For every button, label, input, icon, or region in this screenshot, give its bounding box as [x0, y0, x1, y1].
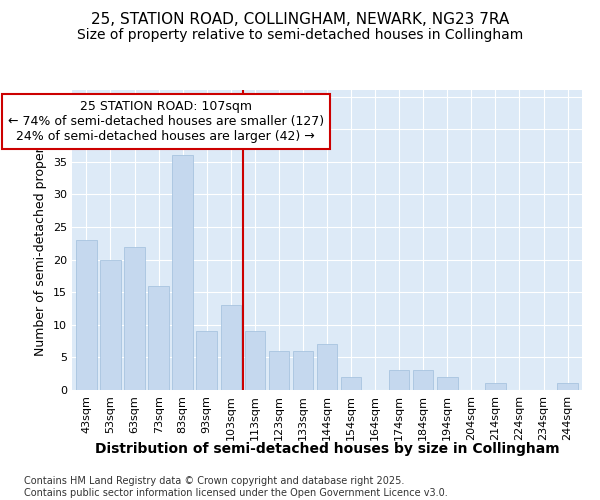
Bar — [196, 332, 217, 390]
Bar — [76, 240, 97, 390]
Bar — [172, 155, 193, 390]
Text: Contains HM Land Registry data © Crown copyright and database right 2025.
Contai: Contains HM Land Registry data © Crown c… — [24, 476, 448, 498]
Bar — [293, 351, 313, 390]
Bar — [100, 260, 121, 390]
Bar — [413, 370, 433, 390]
Bar — [269, 351, 289, 390]
Bar — [389, 370, 409, 390]
Bar — [341, 377, 361, 390]
Bar — [317, 344, 337, 390]
Bar — [557, 384, 578, 390]
Text: Size of property relative to semi-detached houses in Collingham: Size of property relative to semi-detach… — [77, 28, 523, 42]
Bar — [124, 246, 145, 390]
Text: 25 STATION ROAD: 107sqm
← 74% of semi-detached houses are smaller (127)
24% of s: 25 STATION ROAD: 107sqm ← 74% of semi-de… — [8, 100, 324, 143]
Bar — [245, 332, 265, 390]
Text: Distribution of semi-detached houses by size in Collingham: Distribution of semi-detached houses by … — [95, 442, 559, 456]
Bar — [437, 377, 458, 390]
Bar — [148, 286, 169, 390]
Text: 25, STATION ROAD, COLLINGHAM, NEWARK, NG23 7RA: 25, STATION ROAD, COLLINGHAM, NEWARK, NG… — [91, 12, 509, 28]
Bar — [485, 384, 506, 390]
Bar — [221, 305, 241, 390]
Y-axis label: Number of semi-detached properties: Number of semi-detached properties — [34, 124, 47, 356]
